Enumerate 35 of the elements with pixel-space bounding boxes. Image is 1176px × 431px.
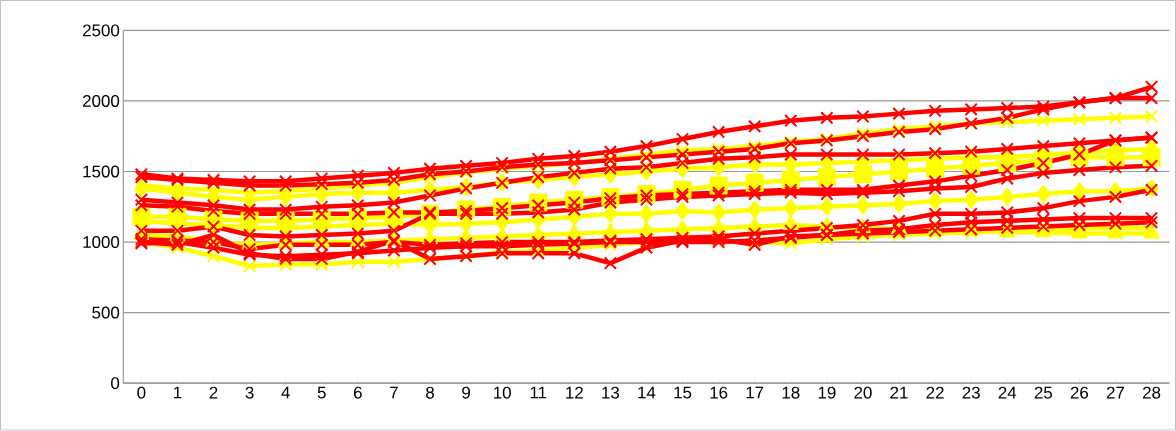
x-tick-label: 16: [710, 386, 728, 399]
x-tick-label: 1: [174, 386, 182, 399]
x-tick-label: 14: [638, 386, 656, 399]
x-tick-label: 18: [782, 386, 800, 399]
y-tick-label: 1000: [83, 236, 120, 249]
x-tick-label: 15: [674, 386, 692, 399]
y-tick-label: 500: [92, 306, 120, 319]
x-tick-label: 9: [462, 386, 470, 399]
x-tick-label: 28: [1143, 386, 1161, 399]
x-tick-label: 0: [137, 386, 146, 399]
x-tick-label: 23: [962, 386, 980, 399]
y-tick-label: 0: [111, 377, 120, 390]
x-tick-label: 25: [1034, 386, 1053, 399]
y-tick-label: 2000: [83, 95, 120, 108]
x-tick-label: 8: [426, 386, 434, 399]
x-tick-label: 17: [746, 386, 764, 399]
x-tick-label: 20: [854, 386, 872, 399]
x-tick-label: 19: [818, 386, 836, 399]
x-tick-label: 11: [530, 386, 547, 399]
x-tick-label: 12: [566, 386, 583, 399]
x-tick-label: 26: [1070, 386, 1089, 399]
x-tick-label: 4: [281, 386, 290, 399]
x-tick-label: 27: [1106, 386, 1125, 399]
x-tick-label: 24: [998, 386, 1017, 399]
x-tick-label: 2: [209, 386, 218, 399]
y-tick-label: 2500: [83, 24, 120, 37]
x-tick-label: 5: [317, 386, 326, 399]
x-tick-label: 7: [390, 386, 398, 399]
x-tick-label: 6: [353, 386, 362, 399]
y-tick-label: 1500: [83, 165, 120, 178]
x-tick-label: 22: [926, 386, 944, 399]
x-tick-label: 3: [245, 386, 254, 399]
x-tick-label: 13: [602, 386, 620, 399]
x-tick-label: 21: [890, 386, 908, 399]
x-tick-label: 10: [494, 386, 511, 399]
